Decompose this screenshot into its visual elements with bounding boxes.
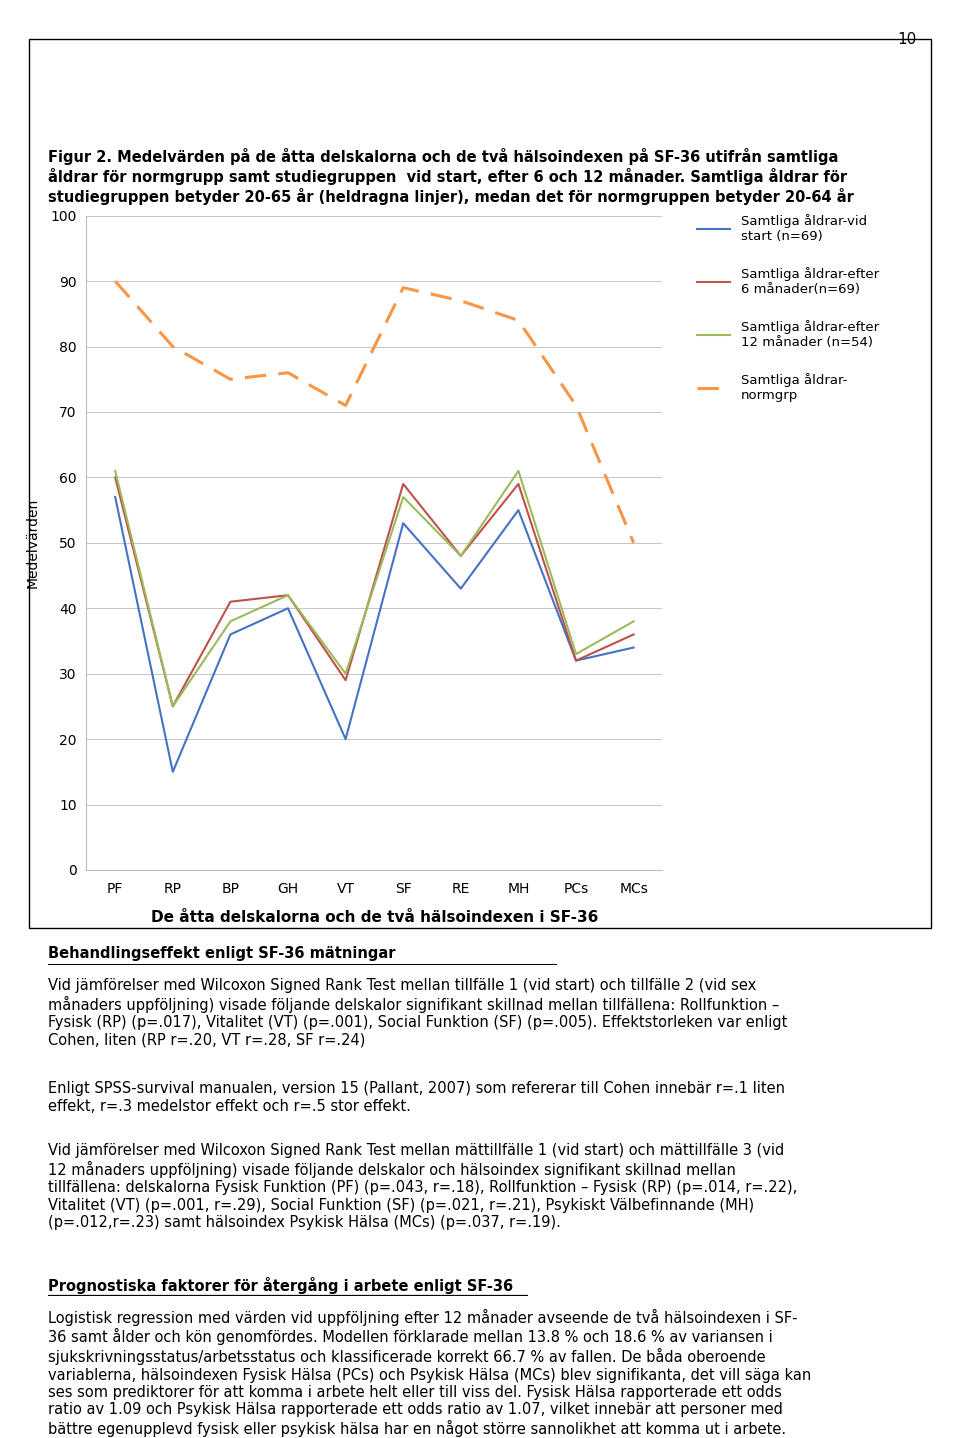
Text: Vid jämförelser med Wilcoxon Signed Rank Test mellan mättillfälle 1 (vid start) : Vid jämförelser med Wilcoxon Signed Rank… xyxy=(48,1143,797,1231)
Text: Behandlingseffekt enligt SF-36 mätningar: Behandlingseffekt enligt SF-36 mätningar xyxy=(48,946,396,961)
Text: 10: 10 xyxy=(898,32,917,46)
Text: Prognostiska faktorer för återgång i arbete enligt SF-36: Prognostiska faktorer för återgång i arb… xyxy=(48,1277,514,1294)
X-axis label: De åtta delskalorna och de två hälsoindexen i SF-36: De åtta delskalorna och de två hälsoinde… xyxy=(151,910,598,925)
Text: Figur 2. Medelvärden på de åtta delskalorna och de två hälsoindexen på SF-36 uti: Figur 2. Medelvärden på de åtta delskalo… xyxy=(48,148,853,204)
Text: Logistisk regression med värden vid uppföljning efter 12 månader avseende de två: Logistisk regression med värden vid uppf… xyxy=(48,1309,811,1438)
Y-axis label: Medelvärden: Medelvärden xyxy=(25,498,39,588)
Text: Enligt SPSS-survival manualen, version 15 (Pallant, 2007) som refererar till Coh: Enligt SPSS-survival manualen, version 1… xyxy=(48,1081,785,1114)
Text: Vid jämförelser med Wilcoxon Signed Rank Test mellan tillfälle 1 (vid start) och: Vid jämförelser med Wilcoxon Signed Rank… xyxy=(48,978,787,1047)
Legend: Samtliga åldrar-vid
start (n=69), Samtliga åldrar-efter
6 månader(n=69), Samtlig: Samtliga åldrar-vid start (n=69), Samtli… xyxy=(692,209,884,407)
